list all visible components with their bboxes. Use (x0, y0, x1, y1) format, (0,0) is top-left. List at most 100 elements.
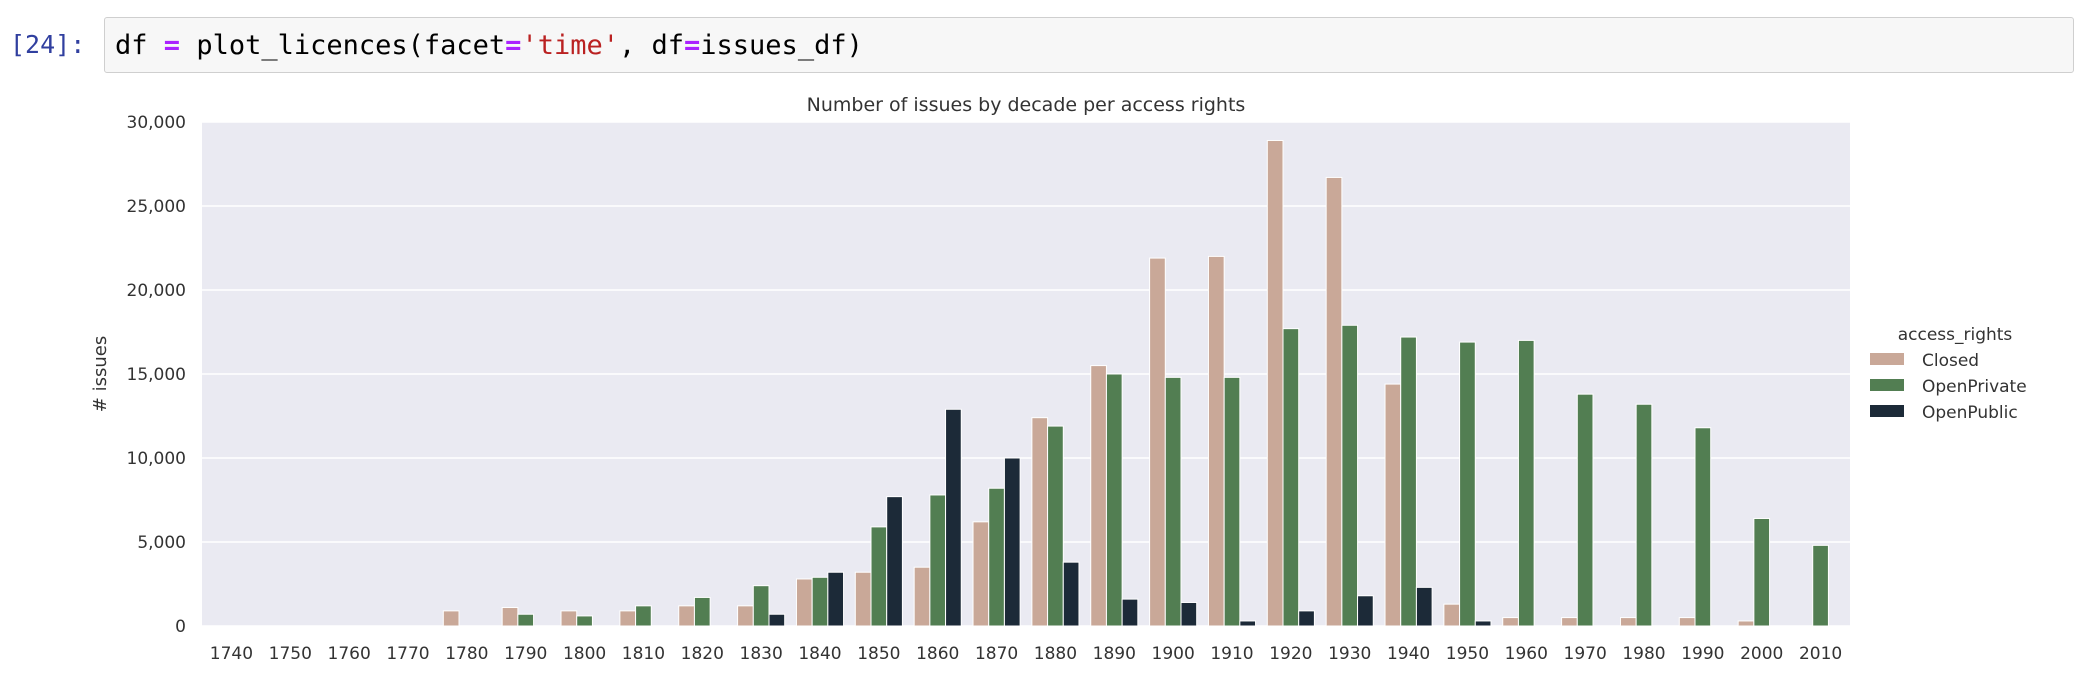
code-tail: issues_df) (700, 30, 863, 61)
bar-openpublic-1900[interactable] (1180, 601, 1198, 627)
bar-closed-1910[interactable] (1207, 255, 1225, 627)
bar-openpublic-1950[interactable] (1474, 620, 1492, 627)
code-line: df = plot_licences(facet='time', df=issu… (115, 30, 863, 61)
bar-openprivate-1890[interactable] (1105, 373, 1123, 627)
bar-closed-1800[interactable] (560, 610, 578, 627)
bar-openpublic-1860[interactable] (945, 408, 962, 627)
legend-label-closed: Closed (1922, 351, 1979, 371)
bar-openprivate-1840[interactable] (811, 576, 829, 627)
x-tick-label: 1760 (328, 644, 371, 664)
bar-closed-1960[interactable] (1502, 617, 1519, 627)
bar-openpublic-1830[interactable] (768, 613, 786, 627)
bar-openpublic-1850[interactable] (886, 496, 903, 627)
x-tick-label: 1930 (1328, 644, 1371, 664)
bar-openprivate-1850[interactable] (870, 526, 888, 627)
bar-closed-1860[interactable] (913, 566, 931, 627)
bar-openpublic-1920[interactable] (1298, 610, 1315, 627)
bar-closed-1900[interactable] (1149, 257, 1166, 627)
x-tick-label: 1990 (1681, 644, 1724, 664)
bar-openprivate-1930[interactable] (1341, 324, 1359, 627)
bar-closed-1990[interactable] (1678, 617, 1696, 627)
cell-prompt: [24]: (10, 30, 86, 59)
x-tick-label: 1790 (504, 644, 547, 664)
y-tick-label: 10,000 (127, 449, 186, 469)
bar-closed-1790[interactable] (501, 607, 519, 627)
bar-closed-1890[interactable] (1090, 365, 1107, 627)
bar-closed-1970[interactable] (1561, 617, 1578, 627)
bar-closed-1820[interactable] (678, 605, 695, 627)
x-tick-label: 1910 (1210, 644, 1253, 664)
bar-openprivate-1820[interactable] (693, 596, 711, 627)
y-tick-label: 25,000 (127, 197, 186, 217)
bar-openpublic-1880[interactable] (1062, 561, 1080, 627)
y-axis-label: # issues (90, 336, 111, 412)
bar-closed-1950[interactable] (1443, 603, 1461, 627)
bar-closed-1920[interactable] (1266, 139, 1284, 627)
legend-title: access_rights (1898, 325, 2013, 345)
bar-openprivate-2010[interactable] (1812, 544, 1829, 627)
x-tick-label: 1900 (1152, 644, 1195, 664)
y-tick-label: 20,000 (127, 281, 186, 301)
y-tick-label: 30,000 (127, 113, 186, 133)
code-kw-op-2: = (684, 30, 701, 61)
x-tick-label: 1950 (1446, 644, 1489, 664)
bar-openprivate-1830[interactable] (752, 585, 770, 627)
x-tick-label: 1770 (386, 644, 429, 664)
bar-openprivate-1950[interactable] (1459, 341, 1476, 627)
code-assign-op: = (163, 30, 181, 61)
code-func: plot_licences(facet (196, 30, 506, 61)
x-tick-label: 1750 (269, 644, 312, 664)
x-tick-label: 1860 (916, 644, 959, 664)
x-tick-label: 1890 (1093, 644, 1136, 664)
bar-closed-1880[interactable] (1031, 417, 1049, 627)
bar-closed-1980[interactable] (1619, 617, 1637, 627)
bar-openpublic-1910[interactable] (1239, 620, 1257, 627)
bar-openpublic-1940[interactable] (1415, 586, 1433, 627)
x-tick-label: 1980 (1622, 644, 1665, 664)
bar-chart: 0 5,000 10,000 15,000 20,000 25,000 30,000 1740… (90, 94, 2027, 664)
x-tick-label: 1830 (740, 644, 783, 664)
bar-closed-2000[interactable] (1737, 620, 1755, 627)
bar-openprivate-1920[interactable] (1282, 328, 1300, 627)
x-tick-label: 1800 (563, 644, 606, 664)
bar-openpublic-1870[interactable] (1003, 457, 1021, 627)
x-tick-label: 1970 (1564, 644, 1607, 664)
bar-closed-1850[interactable] (854, 571, 872, 627)
bar-openpublic-1840[interactable] (827, 571, 845, 627)
bar-closed-1840[interactable] (795, 578, 813, 627)
code-kw-op-1: = (505, 30, 522, 61)
bar-openprivate-1800[interactable] (576, 615, 593, 627)
chart-title: Number of issues by decade per access ri… (807, 94, 1246, 116)
code-string-arg: 'time' (521, 30, 619, 61)
x-tick-label: 1820 (681, 644, 724, 664)
bar-openprivate-1910[interactable] (1223, 376, 1241, 627)
code-cell-input[interactable]: df = plot_licences(facet='time', df=issu… (104, 17, 2074, 73)
bar-openprivate-2000[interactable] (1753, 517, 1771, 627)
x-tick-label: 1740 (210, 644, 253, 664)
bar-openpublic-1930[interactable] (1357, 595, 1374, 627)
bar-openprivate-1980[interactable] (1635, 403, 1653, 627)
bar-openprivate-1860[interactable] (929, 494, 947, 627)
bar-closed-1930[interactable] (1325, 176, 1343, 627)
x-tick-label: 1960 (1505, 644, 1548, 664)
bar-openprivate-1970[interactable] (1576, 393, 1594, 627)
bar-closed-1780[interactable] (442, 610, 460, 627)
bar-openprivate-1960[interactable] (1517, 339, 1535, 627)
bar-closed-1810[interactable] (619, 610, 637, 627)
legend-label-openprivate: OpenPrivate (1922, 377, 2027, 397)
code-sep: , df (618, 30, 685, 61)
bar-openpublic-1890[interactable] (1121, 598, 1139, 627)
bar-closed-1870[interactable] (972, 521, 990, 627)
bar-openprivate-1940[interactable] (1400, 336, 1417, 627)
bar-openprivate-1810[interactable] (635, 605, 652, 627)
x-tick-label: 1840 (798, 644, 841, 664)
y-tick-label: 5,000 (137, 533, 186, 553)
legend-swatch-openprivate (1870, 379, 1904, 391)
bar-openprivate-1880[interactable] (1047, 425, 1064, 627)
bar-closed-1830[interactable] (737, 605, 754, 627)
bar-openprivate-1870[interactable] (988, 487, 1005, 627)
bar-openprivate-1900[interactable] (1164, 376, 1182, 627)
bar-openprivate-1990[interactable] (1694, 427, 1712, 627)
bar-openprivate-1790[interactable] (517, 613, 535, 627)
bar-closed-1940[interactable] (1384, 383, 1402, 627)
